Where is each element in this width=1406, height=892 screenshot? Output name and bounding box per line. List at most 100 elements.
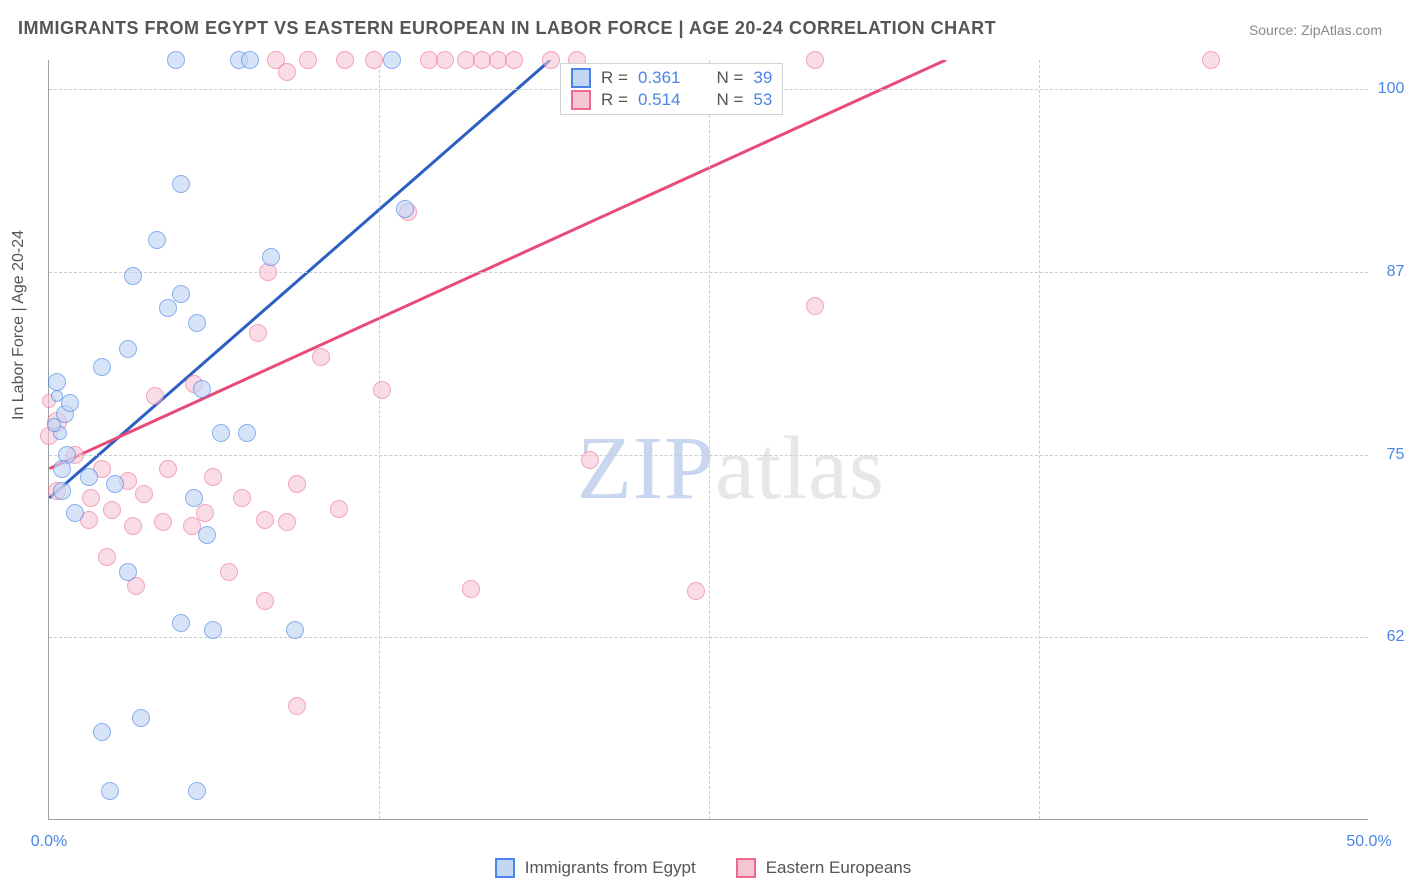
y-axis-label: In Labor Force | Age 20-24 [10, 230, 28, 420]
eastern-marker [581, 451, 599, 469]
eastern-marker [806, 297, 824, 315]
eastern-marker [687, 582, 705, 600]
egypt-marker [159, 299, 177, 317]
egypt-marker [172, 614, 190, 632]
watermark: ZIPatlas [577, 417, 885, 520]
source-label: Source: ZipAtlas.com [1249, 22, 1382, 38]
legend-n-value: 39 [753, 68, 772, 88]
legend-n-value: 53 [753, 90, 772, 110]
egypt-marker [262, 248, 280, 266]
gridline-v [1039, 60, 1040, 819]
ytick-label: 62.5% [1376, 628, 1406, 646]
egypt-marker [167, 51, 185, 69]
ytick-label: 87.5% [1376, 263, 1406, 281]
egypt-marker [66, 504, 84, 522]
egypt-marker [383, 51, 401, 69]
egypt-marker [119, 563, 137, 581]
eastern-marker [233, 489, 251, 507]
eastern-marker [204, 468, 222, 486]
plot-area: ZIPatlas 62.5%75.0%87.5%100.0%0.0%50.0% [48, 60, 1368, 820]
eastern-marker [330, 500, 348, 518]
egypt-marker [132, 709, 150, 727]
egypt-marker [396, 200, 414, 218]
egypt-marker [238, 424, 256, 442]
egypt-swatch [495, 858, 515, 878]
eastern-marker [288, 697, 306, 715]
watermark-atlas: atlas [715, 419, 885, 518]
egypt-marker [172, 285, 190, 303]
eastern-marker [135, 485, 153, 503]
egypt-marker [53, 482, 71, 500]
legend-n-label: N = [716, 68, 743, 88]
eastern-marker [103, 501, 121, 519]
eastern-marker [159, 460, 177, 478]
egypt-marker [185, 489, 203, 507]
legend-row-eastern: R = 0.514 N = 53 [571, 90, 772, 110]
legend-r-label: R = [601, 90, 628, 110]
eastern-marker [249, 324, 267, 342]
xtick-label: 0.0% [31, 833, 67, 851]
gridline-v [709, 60, 710, 819]
eastern-marker [154, 513, 172, 531]
egypt-marker [93, 723, 111, 741]
egypt-marker [93, 358, 111, 376]
egypt-marker [101, 782, 119, 800]
series-label: Immigrants from Egypt [525, 858, 696, 878]
legend-row-egypt: R = 0.361 N = 39 [571, 68, 772, 88]
eastern-marker [146, 387, 164, 405]
chart-title: IMMIGRANTS FROM EGYPT VS EASTERN EUROPEA… [18, 18, 996, 39]
eastern-marker [336, 51, 354, 69]
egypt-marker [119, 340, 137, 358]
eastern-marker [806, 51, 824, 69]
eastern-marker [462, 580, 480, 598]
eastern-marker [288, 475, 306, 493]
egypt-marker [53, 460, 71, 478]
eastern-marker [365, 51, 383, 69]
egypt-marker [148, 231, 166, 249]
correlation-legend: R = 0.361 N = 39 R = 0.514 N = 53 [560, 63, 783, 115]
eastern-marker [220, 563, 238, 581]
egypt-marker [204, 621, 222, 639]
eastern-marker [299, 51, 317, 69]
series-legend-egypt: Immigrants from Egypt [495, 858, 696, 878]
egypt-marker [61, 394, 79, 412]
eastern-marker [256, 592, 274, 610]
legend-r-value: 0.514 [638, 90, 681, 110]
legend-r-label: R = [601, 68, 628, 88]
legend-r-value: 0.361 [638, 68, 681, 88]
eastern-marker [82, 489, 100, 507]
egypt-swatch [571, 68, 591, 88]
egypt-marker [48, 373, 66, 391]
eastern-marker [98, 548, 116, 566]
series-label: Eastern Europeans [766, 858, 912, 878]
egypt-marker [193, 380, 211, 398]
eastern-marker [436, 51, 454, 69]
egypt-marker [80, 468, 98, 486]
eastern-marker [278, 63, 296, 81]
egypt-marker [124, 267, 142, 285]
eastern-marker [505, 51, 523, 69]
egypt-marker [198, 526, 216, 544]
egypt-marker [51, 390, 63, 402]
egypt-marker [286, 621, 304, 639]
series-legend-eastern: Eastern Europeans [736, 858, 912, 878]
eastern-marker [278, 513, 296, 531]
egypt-marker [188, 314, 206, 332]
xtick-label: 50.0% [1346, 833, 1391, 851]
gridline-v [379, 60, 380, 819]
eastern-marker [196, 504, 214, 522]
eastern-marker [256, 511, 274, 529]
egypt-marker [212, 424, 230, 442]
ytick-label: 75.0% [1376, 446, 1406, 464]
eastern-swatch [736, 858, 756, 878]
legend-n-label: N = [716, 90, 743, 110]
egypt-marker [172, 175, 190, 193]
watermark-zip: ZIP [577, 419, 715, 518]
eastern-marker [1202, 51, 1220, 69]
series-legend: Immigrants from Egypt Eastern Europeans [0, 858, 1406, 878]
eastern-marker [373, 381, 391, 399]
eastern-marker [124, 517, 142, 535]
eastern-swatch [571, 90, 591, 110]
eastern-marker [542, 51, 560, 69]
egypt-marker [106, 475, 124, 493]
